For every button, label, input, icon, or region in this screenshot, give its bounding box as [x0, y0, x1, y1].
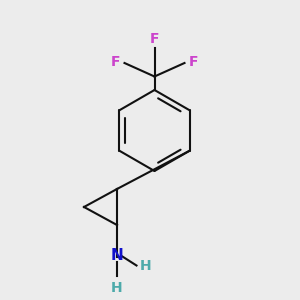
- Text: F: F: [110, 55, 120, 69]
- Text: F: F: [189, 55, 199, 69]
- Text: F: F: [150, 32, 159, 46]
- Text: N: N: [111, 248, 123, 262]
- Text: H: H: [111, 280, 123, 295]
- Text: H: H: [140, 259, 151, 272]
